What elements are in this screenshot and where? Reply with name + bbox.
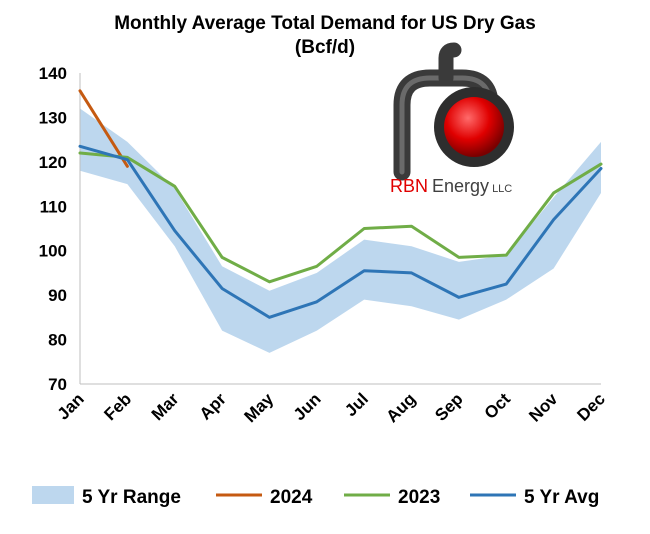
x-tick-label: Jul [341,389,372,420]
pipe-top [438,42,462,86]
series-line-5-yr-avg [78,144,603,319]
chart-subtitle: (Bcf/d) [295,37,355,58]
x-tick-label: Jan [54,389,88,423]
x-tick-label: Dec [573,389,608,424]
chart-title: Monthly Average Total Demand for US Dry … [114,13,536,34]
y-tick-label: 110 [40,197,67,216]
legend-swatch-range [32,486,74,504]
logo-text-rbn: RBN [390,176,428,196]
legend-label-2023: 2023 [398,487,440,508]
x-tick-label: Feb [100,389,135,424]
x-tick-label: Apr [196,389,230,423]
axes [79,73,601,385]
logo-text-energy: Energy [432,176,489,196]
x-tick-label: Mar [148,389,183,424]
logo-text-llc: LLC [492,183,512,195]
range-band-layer [80,108,601,353]
x-tick-label: Aug [383,389,420,426]
series-lines [78,89,603,319]
y-tick-label: 100 [39,242,67,261]
legend-label-5yr-avg: 5 Yr Avg [524,487,599,508]
series-line-2024 [78,89,129,168]
legend-label-range: 5 Yr Range [82,487,181,508]
x-tick-label: Oct [481,389,515,423]
x-tick-label: Nov [525,389,562,426]
legend: 5 Yr Range 2024 2023 5 Yr Avg [32,486,599,508]
rbn-energy-logo: RBN Energy LLC [390,42,514,196]
y-tick-label: 120 [39,153,67,172]
x-tick-label: Sep [431,389,466,424]
y-tick-label: 140 [39,64,67,83]
x-tick-label: May [240,389,277,426]
legend-label-2024: 2024 [270,487,313,508]
bulb-red [444,97,504,157]
y-tick-label: 70 [48,375,67,394]
logo-text: RBN Energy LLC [390,176,512,196]
y-tick-label: 90 [48,286,67,305]
y-tick-label: 130 [39,108,67,127]
y-tick-label: 80 [48,331,67,350]
series-line-2023 [78,151,603,284]
x-tick-label: Jun [290,389,325,424]
range-band [80,108,601,353]
